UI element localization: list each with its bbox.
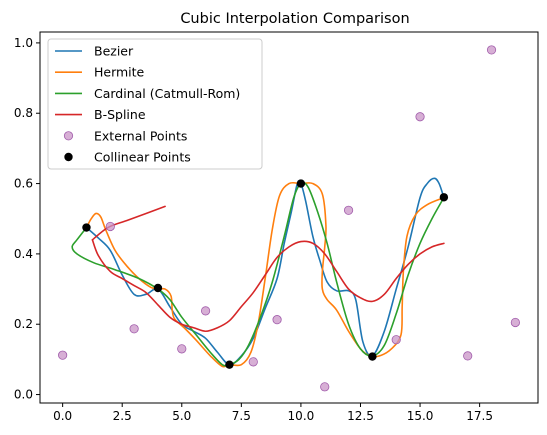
series-line-cardinal-catmull-rom — [71, 181, 445, 367]
external-point — [201, 306, 211, 316]
collinear-point — [153, 283, 163, 293]
external-point — [391, 335, 401, 345]
external-point — [248, 357, 258, 367]
x-tick-label: 17.5 — [466, 409, 493, 423]
external-point — [105, 221, 115, 232]
legend-label: B-Spline — [94, 107, 146, 122]
legend-swatch-marker — [64, 152, 73, 162]
collinear-point — [368, 352, 377, 361]
legend-box — [47, 38, 263, 170]
external-point — [463, 351, 473, 361]
x-tick-label: 10.0 — [288, 409, 315, 423]
y-tick-label: 0.4 — [14, 247, 33, 261]
collinear-point — [225, 360, 234, 369]
series-line-hermite — [85, 181, 445, 368]
external-point — [486, 45, 497, 55]
legend-label: External Points — [94, 128, 187, 143]
legend-label: Hermite — [94, 65, 145, 80]
collinear-point — [296, 179, 306, 188]
y-tick-label: 0.6 — [14, 177, 33, 191]
series-line-b-spline-start-hook — [91, 205, 166, 241]
external-point — [320, 382, 330, 392]
external-point — [510, 317, 520, 328]
x-tick-label: 15.0 — [407, 409, 434, 423]
collinear-point — [439, 193, 449, 202]
y-tick-label: 0.2 — [14, 317, 33, 331]
external-point — [177, 344, 187, 354]
external-point — [129, 324, 139, 334]
series-line-b-spline — [91, 239, 445, 333]
y-tick-label: 0.0 — [14, 388, 33, 402]
legend-label: Collinear Points — [94, 150, 191, 165]
x-tick-label: 5.0 — [172, 409, 191, 423]
legend-label: Cardinal (Catmull-Rom) — [94, 86, 240, 101]
y-tick-label: 0.8 — [14, 106, 33, 120]
x-tick-label: 7.5 — [232, 409, 251, 423]
legend: Bezier Hermite Cardinal (Catmull-Rom) B-Spl… — [47, 38, 263, 170]
collinear-point — [82, 223, 91, 232]
external-point — [58, 350, 68, 360]
x-axis: 0.0 2.5 5.0 7.5 10.0 12.5 15.0 17.5 — [53, 403, 493, 423]
legend-label: Bezier — [94, 44, 134, 59]
x-tick-label: 12.5 — [347, 409, 374, 423]
y-axis: 0.0 0.2 0.4 0.6 0.8 1.0 — [14, 36, 40, 402]
external-point — [415, 112, 425, 122]
legend-swatch-marker — [63, 131, 74, 141]
external-point — [343, 205, 354, 215]
chart-title: Cubic Interpolation Comparison — [180, 11, 409, 27]
x-tick-label: 2.5 — [113, 409, 132, 423]
x-tick-label: 0.0 — [53, 409, 72, 423]
scatter-layer — [58, 45, 520, 392]
external-point — [272, 315, 282, 325]
y-tick-label: 1.0 — [14, 36, 33, 50]
